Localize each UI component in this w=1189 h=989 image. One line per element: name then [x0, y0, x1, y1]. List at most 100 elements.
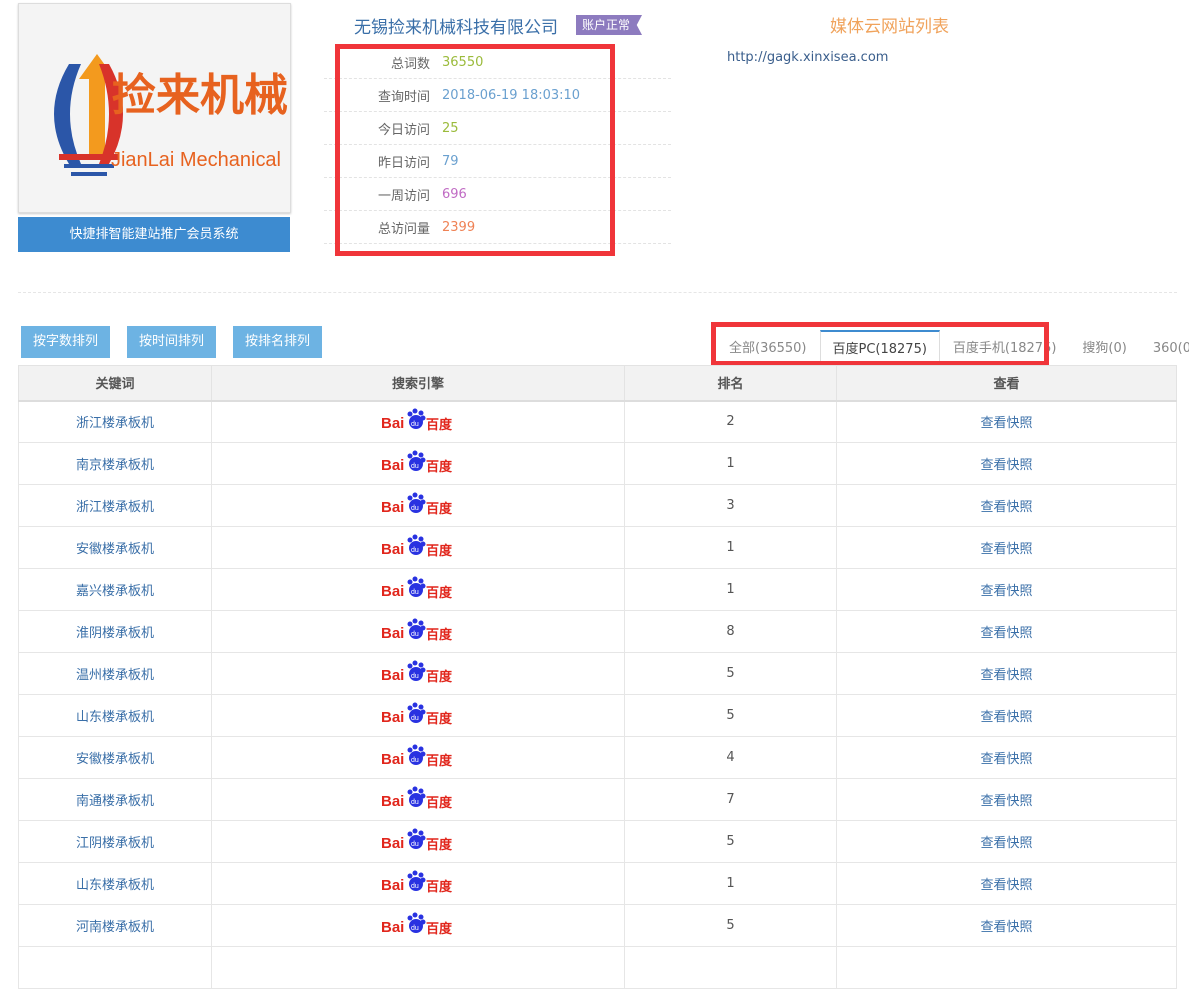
- svg-text:du: du: [411, 673, 419, 680]
- view-snapshot-link[interactable]: 查看快照: [836, 568, 1177, 611]
- baidu-logo: Bai du 百度: [381, 534, 453, 559]
- baidu-logo: Bai du 百度: [381, 408, 453, 433]
- table-row: 安徽楼承板机 Bai du 百度 4 查看快照: [18, 736, 1177, 779]
- svg-text:Bai: Bai: [381, 499, 404, 516]
- view-snapshot-link[interactable]: 查看快照: [836, 820, 1177, 863]
- svg-text:百度: 百度: [426, 921, 453, 936]
- engine-tab[interactable]: 百度PC(18275): [819, 330, 940, 365]
- rank-cell: 1: [624, 526, 837, 569]
- keyword-cell[interactable]: 浙江楼承板机: [18, 400, 212, 443]
- rank-cell: 5: [624, 820, 837, 863]
- rank-cell: 1: [624, 568, 837, 611]
- engine-tab[interactable]: 百度手机(18275): [952, 341, 1057, 356]
- keyword-cell[interactable]: 南京楼承板机: [18, 442, 212, 485]
- stat-row: 查询时间 2018-06-19 18:03:10: [324, 79, 671, 112]
- engine-cell: Bai du 百度: [211, 400, 625, 443]
- company-logo: 捡来机械 JianLai Mechanical: [18, 3, 291, 213]
- engine-tab[interactable]: 搜狗(0): [1082, 341, 1127, 356]
- keyword-cell[interactable]: 河南楼承板机: [18, 904, 212, 947]
- keyword-cell[interactable]: 浙江楼承板机: [18, 484, 212, 527]
- svg-text:JianLai Mechanical: JianLai Mechanical: [111, 149, 281, 171]
- stat-value: 696: [442, 186, 467, 202]
- engine-cell: Bai du 百度: [211, 652, 625, 695]
- sort-by-time-button[interactable]: 按时间排列: [127, 326, 217, 358]
- rank-cell: 8: [624, 610, 837, 653]
- svg-text:Bai: Bai: [381, 457, 404, 474]
- baidu-logo: Bai du 百度: [381, 576, 453, 601]
- stat-row: 今日访问 25: [324, 112, 671, 145]
- svg-text:Bai: Bai: [381, 541, 404, 558]
- svg-text:百度: 百度: [426, 879, 453, 894]
- view-snapshot-link[interactable]: 查看快照: [836, 484, 1177, 527]
- view-snapshot-link[interactable]: 查看快照: [836, 778, 1177, 821]
- stat-label: 昨日访问: [377, 155, 430, 171]
- svg-text:Bai: Bai: [381, 583, 404, 600]
- stat-label: 一周访问: [377, 188, 430, 204]
- svg-text:百度: 百度: [426, 459, 453, 474]
- view-snapshot-link[interactable]: 查看快照: [836, 400, 1177, 443]
- keyword-cell[interactable]: 南通楼承板机: [18, 778, 212, 821]
- sort-by-rank-button[interactable]: 按排名排列: [233, 326, 323, 358]
- table-row: 嘉兴楼承板机 Bai du 百度 1 查看快照: [18, 568, 1177, 611]
- view-snapshot-link[interactable]: 查看快照: [836, 694, 1177, 737]
- engine-cell: Bai du 百度: [211, 484, 625, 527]
- stat-label: 今日访问: [377, 122, 430, 138]
- rank-cell: 1: [624, 862, 837, 905]
- keyword-cell[interactable]: 嘉兴楼承板机: [18, 568, 212, 611]
- engine-cell: Bai du 百度: [211, 568, 625, 611]
- media-title: 媒体云网站列表: [830, 17, 949, 37]
- keyword-table: 关键词 搜索引擎 排名 查看 浙江楼承板机 Bai du 百度 2 查看快照 南京楼承板机 B…: [18, 365, 1177, 989]
- stat-row: 总访问量 2399: [324, 211, 671, 244]
- keyword-cell[interactable]: 山东楼承板机: [18, 862, 212, 905]
- svg-text:du: du: [411, 505, 419, 512]
- engine-tab[interactable]: 360(0): [1152, 341, 1189, 356]
- table-row: 河南楼承板机 Bai du 百度 5 查看快照: [18, 904, 1177, 947]
- media-site-link[interactable]: http://gagk.xinxisea.com: [727, 50, 889, 65]
- svg-text:du: du: [411, 589, 419, 596]
- view-snapshot-link[interactable]: 查看快照: [836, 526, 1177, 569]
- baidu-logo: Bai du 百度: [381, 870, 453, 895]
- view-snapshot-link[interactable]: 查看快照: [836, 904, 1177, 947]
- baidu-logo: Bai du 百度: [381, 828, 453, 853]
- svg-text:du: du: [411, 757, 419, 764]
- table-row: 浙江楼承板机 Bai du 百度 3 查看快照: [18, 484, 1177, 527]
- sort-by-length-button[interactable]: 按字数排列: [21, 326, 111, 358]
- svg-text:百度: 百度: [426, 711, 453, 726]
- stat-value: 36550: [442, 54, 484, 70]
- view-snapshot-link[interactable]: 查看快照: [836, 442, 1177, 485]
- rank-cell: 5: [624, 694, 837, 737]
- member-system-button[interactable]: 快捷排智能建站推广会员系统: [18, 217, 290, 252]
- view-snapshot-link[interactable]: 查看快照: [836, 652, 1177, 695]
- keyword-cell[interactable]: 安徽楼承板机: [18, 736, 212, 779]
- keyword-cell[interactable]: 温州楼承板机: [18, 652, 212, 695]
- engine-cell: Bai du 百度: [211, 862, 625, 905]
- svg-text:Bai: Bai: [381, 877, 404, 894]
- svg-text:Bai: Bai: [381, 709, 404, 726]
- table-row: 江阴楼承板机 Bai du 百度 5 查看快照: [18, 820, 1177, 863]
- table-row: 安徽楼承板机 Bai du 百度 1 查看快照: [18, 526, 1177, 569]
- table-row: 南京楼承板机 Bai du 百度 1 查看快照: [18, 442, 1177, 485]
- svg-text:捡来机械: 捡来机械: [112, 70, 288, 121]
- svg-text:du: du: [411, 715, 419, 722]
- svg-text:百度: 百度: [426, 753, 453, 768]
- svg-text:du: du: [411, 463, 419, 470]
- engine-cell: Bai du 百度: [211, 736, 625, 779]
- keyword-cell[interactable]: 江阴楼承板机: [18, 820, 212, 863]
- stat-row: 昨日访问 79: [324, 145, 671, 178]
- keyword-cell[interactable]: 淮阴楼承板机: [18, 610, 212, 653]
- view-snapshot-link[interactable]: 查看快照: [836, 736, 1177, 779]
- svg-text:Bai: Bai: [381, 919, 404, 936]
- keyword-cell[interactable]: 安徽楼承板机: [18, 526, 212, 569]
- rank-cell: 3: [624, 484, 837, 527]
- view-snapshot-link[interactable]: 查看快照: [836, 862, 1177, 905]
- svg-text:du: du: [411, 421, 419, 428]
- table-row: [18, 946, 1177, 989]
- svg-text:Bai: Bai: [381, 793, 404, 810]
- keyword-cell[interactable]: 山东楼承板机: [18, 694, 212, 737]
- view-snapshot-link[interactable]: 查看快照: [836, 610, 1177, 653]
- engine-cell: Bai du 百度: [211, 610, 625, 653]
- engine-tab[interactable]: 全部(36550): [729, 341, 807, 356]
- baidu-logo: Bai du 百度: [381, 660, 453, 685]
- engine-cell: Bai du 百度: [211, 904, 625, 947]
- rank-cell: 5: [624, 652, 837, 695]
